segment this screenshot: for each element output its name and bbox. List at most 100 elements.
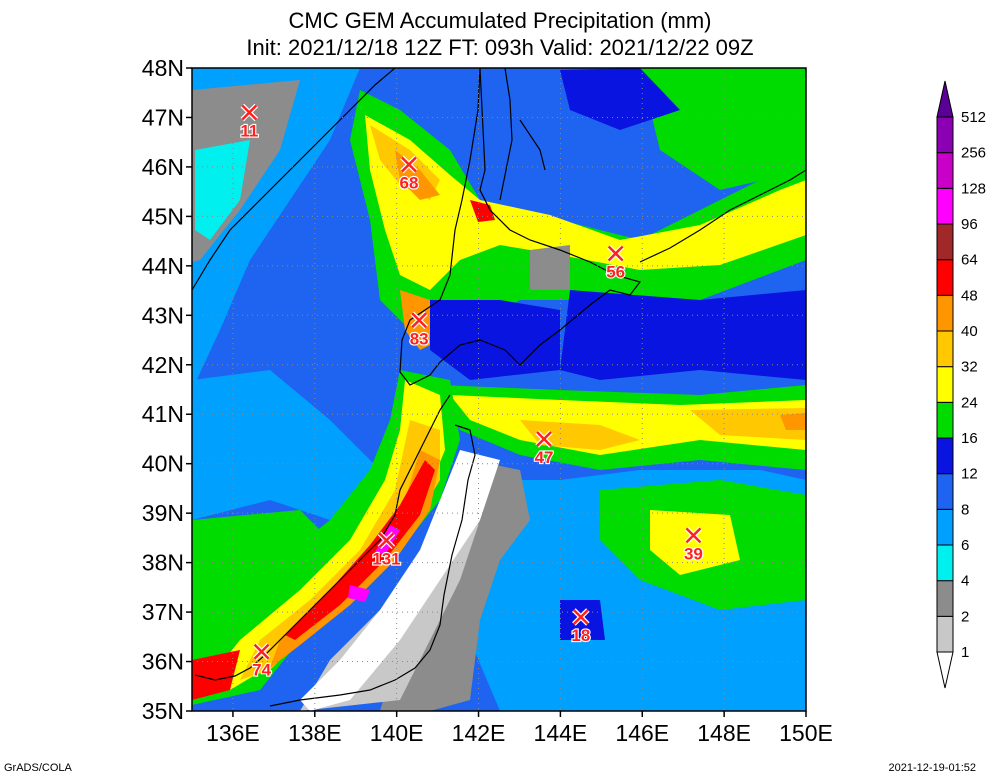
colorbar-swatch (936, 473, 954, 510)
lon-tick-label: 144E (534, 720, 588, 746)
colorbar-swatch (936, 152, 954, 189)
colorbar-label: 16 (961, 430, 978, 447)
colorbar-swatch (936, 366, 954, 403)
latitude-labels: 35N 36N 37N 38N 39N 40N 41N 42N 43N 44N 45N 46N 47N 4… (142, 55, 184, 724)
field-region (640, 68, 806, 190)
colorbar-swatch (936, 437, 954, 475)
field-region (650, 510, 740, 575)
graticule (192, 68, 806, 711)
colorbar-swatch (936, 259, 954, 296)
precipitation-field (192, 68, 806, 711)
lon-tick-label: 136E (206, 720, 260, 746)
honshu-west-coastline (194, 394, 451, 681)
marker-value-label: 18 (571, 626, 590, 645)
field-region (192, 370, 380, 520)
colorbar-label: 24 (961, 394, 978, 411)
marker-x (253, 643, 270, 660)
colorbar-label: 8 (961, 501, 969, 518)
lat-tick-label: 37N (142, 599, 184, 625)
field-region (192, 650, 240, 700)
marker-value-label: 83 (410, 329, 429, 348)
colorbar-label: 4 (961, 573, 969, 590)
plot-frame (191, 67, 807, 712)
field-region (560, 68, 680, 130)
station-markers: 11 68 56 83 47 39 131 18 74 (239, 103, 704, 681)
sakhalin-east-coastline (519, 119, 546, 171)
axis-ticks (186, 67, 807, 717)
kuril-islands-coastline (639, 169, 806, 263)
station-marker: 39 (683, 526, 704, 565)
colorbar-label: 64 (961, 252, 978, 269)
grads-credit: GrADS/COLA (4, 762, 72, 774)
marker-value-label: 39 (684, 544, 703, 563)
lon-tick-label: 140E (370, 720, 424, 746)
lat-tick-label: 46N (142, 154, 184, 180)
marker-value-label: 74 (252, 661, 271, 680)
station-marker: 56 (605, 244, 626, 283)
station-marker: 131 (371, 531, 402, 569)
field-region (560, 290, 806, 380)
field-region (350, 90, 806, 340)
marker-value-label: 11 (240, 122, 258, 141)
colorbar-label: 512 (961, 109, 986, 126)
lat-tick-label: 45N (142, 203, 184, 229)
colorbar-swatch (936, 615, 954, 653)
lat-tick-label: 42N (142, 352, 184, 378)
lat-tick-label: 47N (142, 104, 184, 130)
colorbar-label: 128 (961, 180, 986, 197)
mainland-coastline (192, 68, 396, 291)
field-region (780, 413, 806, 430)
colorbar-label: 40 (961, 323, 978, 340)
field-region (690, 408, 806, 440)
colorbar-swatch (936, 580, 954, 617)
lon-tick-label: 142E (452, 720, 506, 746)
map-subtitle: Init: 2021/12/18 12Z FT: 093h Valid: 202… (246, 35, 754, 60)
station-marker: 47 (533, 430, 555, 468)
field-region (365, 115, 806, 290)
colorbar-label: 2 (961, 608, 969, 625)
colorbar-swatch (936, 294, 954, 332)
lat-tick-label: 41N (142, 401, 184, 427)
marker-value-label: 68 (399, 173, 418, 192)
lon-tick-label: 138E (288, 720, 342, 746)
lat-tick-label: 48N (142, 55, 184, 81)
marker-x (378, 532, 395, 549)
field-region (285, 460, 435, 640)
colorbar-label: 12 (961, 466, 978, 483)
longitude-labels: 136E 138E 140E 142E 144E 146E 148E 150E (206, 720, 833, 746)
colorbar-label: 256 (961, 145, 986, 162)
field-region (300, 450, 500, 711)
field-region (195, 140, 250, 240)
lat-tick-label: 43N (142, 302, 184, 328)
colorbar-swatch (936, 223, 954, 261)
marker-x (411, 312, 428, 329)
lat-tick-label: 40N (142, 451, 184, 477)
colorbar-label: 48 (961, 287, 978, 304)
colorbar-label: 1 (961, 644, 969, 661)
colorbar-swatch (936, 187, 954, 225)
lon-tick-label: 148E (697, 720, 751, 746)
colorbar-swatch (936, 116, 954, 154)
station-marker: 68 (398, 155, 420, 194)
lat-tick-label: 38N (142, 550, 184, 576)
map-title: CMC GEM Accumulated Precipitation (mm) (288, 8, 712, 33)
marker-x (536, 431, 552, 447)
marker-x (685, 527, 702, 544)
sakhalin-coastline (499, 68, 513, 201)
station-marker: 18 (570, 608, 591, 646)
colorbar-swatch (936, 330, 954, 368)
field-region (470, 200, 495, 222)
colorbar-swatch (936, 508, 954, 546)
lat-tick-label: 39N (142, 500, 184, 526)
station-marker: 11 (239, 103, 259, 142)
marker-value-label: 131 (372, 549, 400, 568)
lat-tick-label: 35N (142, 698, 184, 724)
colorbar-swatch (936, 401, 954, 439)
colorbar-swatch (936, 544, 954, 582)
colorbar-bottom-arrow (936, 651, 954, 689)
marker-x (401, 156, 417, 173)
station-marker: 74 (251, 642, 273, 681)
station-marker: 83 (409, 311, 430, 349)
colorbar-label: 6 (961, 537, 969, 554)
